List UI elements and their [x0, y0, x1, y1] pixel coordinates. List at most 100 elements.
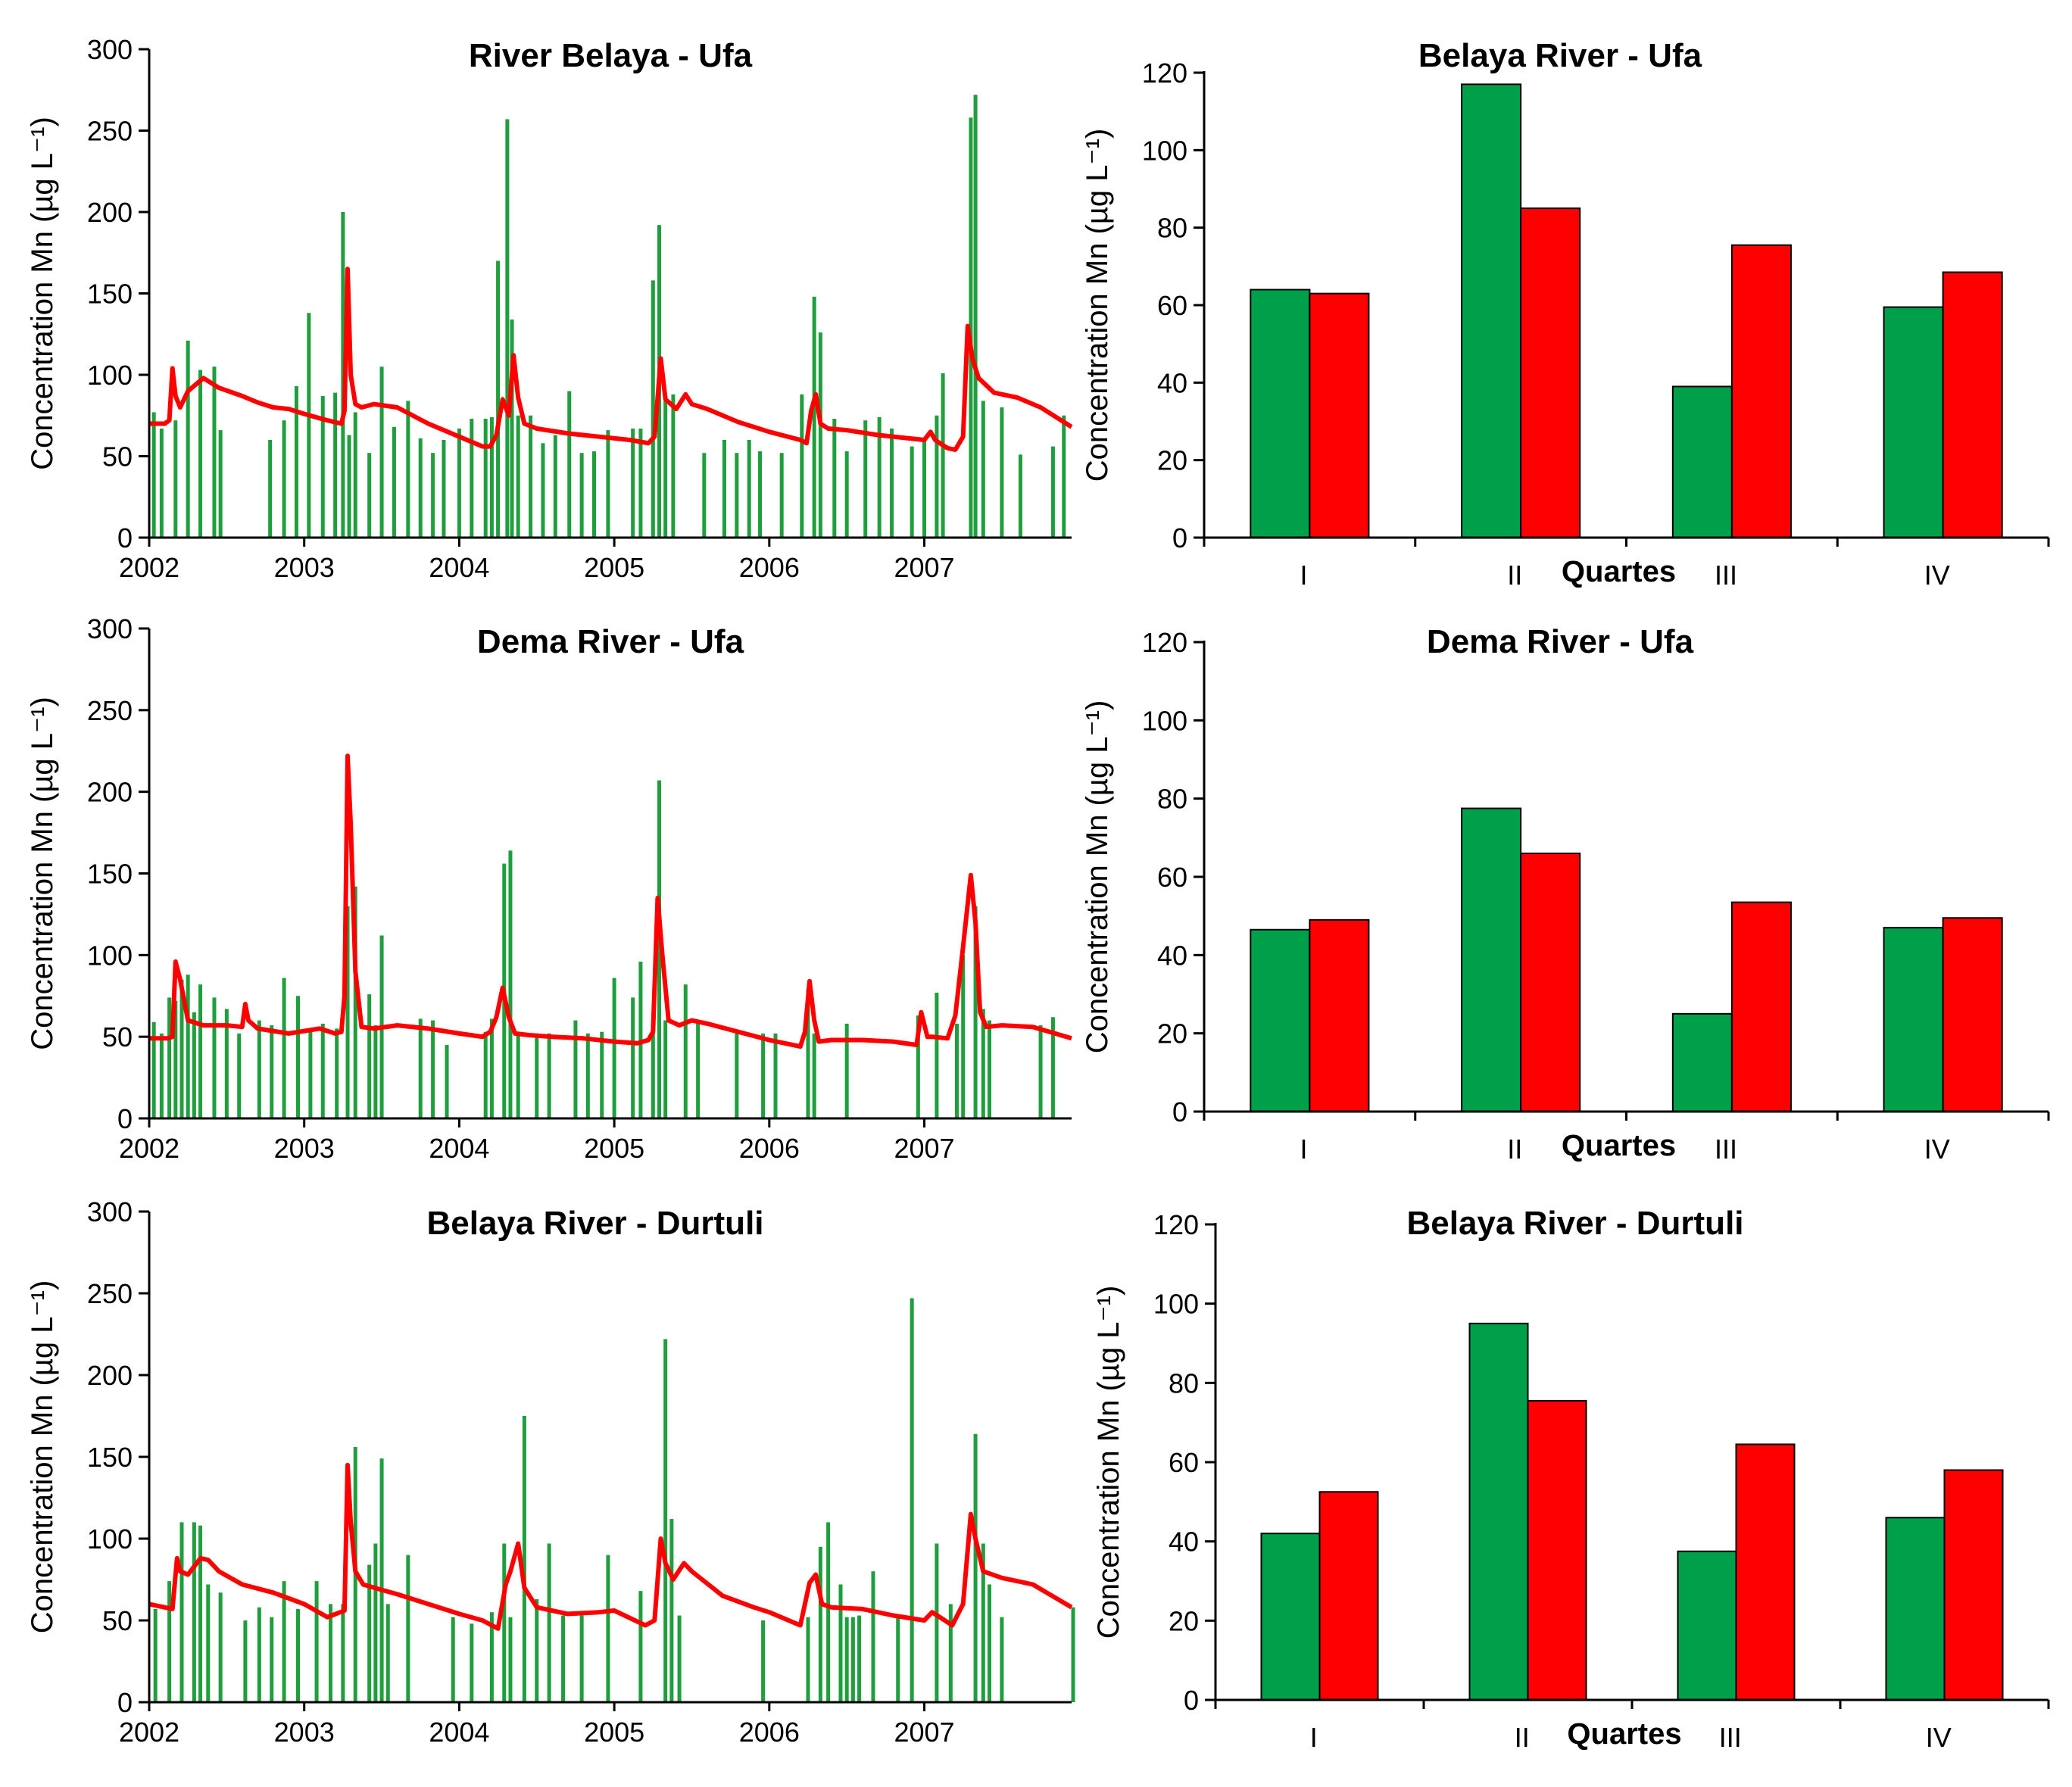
- measured-bar: [702, 453, 707, 538]
- measured-bar: [508, 1617, 513, 1702]
- measured-bar: [844, 1617, 849, 1702]
- measured-bar: [406, 401, 410, 538]
- measured-bar: [1677, 1550, 1737, 1701]
- measured-bar: [844, 451, 849, 538]
- measured-bar: [329, 1604, 333, 1702]
- chart-title: Belaya River - Ufa: [1418, 37, 1702, 74]
- chart-panel-1: River Belaya - Ufa Concentration Mn (µg L…: [26, 34, 1073, 583]
- measured-bar: [871, 1571, 875, 1702]
- measured-bar: [973, 1433, 978, 1702]
- measured-bar: [1461, 83, 1522, 539]
- measured-bar: [510, 319, 514, 538]
- y-tick-label: 100: [87, 360, 133, 391]
- model-bar: [1527, 1399, 1587, 1701]
- y-tick-label: 120: [1142, 58, 1187, 89]
- model-bar: [1520, 853, 1581, 1112]
- chart-panel-4: Dema River - Ufa Concentration Mn (µg L⁻¹…: [1081, 623, 2050, 1165]
- measured-bar: [282, 420, 286, 538]
- measured-bar: [270, 1617, 274, 1702]
- measured-bar: [683, 984, 688, 1118]
- x-tick-label: IV: [1924, 560, 1950, 591]
- measured-bar: [206, 1584, 211, 1702]
- y-tick-label: 40: [1157, 367, 1187, 398]
- measured-bar: [606, 430, 610, 538]
- measured-bar: [406, 1555, 410, 1702]
- measured-bar: [314, 1581, 319, 1702]
- measured-bar: [431, 1020, 435, 1118]
- measured-bar: [373, 1025, 378, 1118]
- measured-bar: [367, 994, 372, 1118]
- y-tick-label: 50: [102, 1605, 133, 1636]
- y-tick-label: 40: [1169, 1527, 1199, 1558]
- y-tick-label: 200: [87, 1360, 133, 1391]
- measured-bar: [877, 416, 882, 538]
- measured-bar: [541, 443, 545, 538]
- measured-bar: [333, 392, 338, 538]
- measured-bar: [431, 453, 435, 538]
- measured-bar: [735, 453, 739, 538]
- measured-bar: [631, 997, 635, 1118]
- measured-bar: [1000, 1617, 1004, 1702]
- chart-title: River Belaya - Ufa: [469, 37, 753, 74]
- measured-bar: [735, 1033, 739, 1118]
- measured-bar: [489, 1612, 494, 1702]
- x-tick-label: II: [1507, 560, 1522, 591]
- measured-bar: [663, 1339, 668, 1702]
- measured-bar: [1883, 927, 1944, 1112]
- measured-bar: [341, 1604, 345, 1702]
- measured-bar: [651, 280, 655, 538]
- measured-bar: [1250, 928, 1311, 1112]
- measured-bar: [243, 1620, 248, 1702]
- measured-bar: [981, 401, 985, 538]
- x-tick-label: I: [1300, 1134, 1308, 1165]
- measured-bar: [489, 1018, 494, 1118]
- measured-bar: [367, 1564, 372, 1702]
- measured-bar: [445, 1044, 449, 1118]
- measured-bar: [1250, 288, 1311, 538]
- y-tick-label: 20: [1157, 1018, 1187, 1049]
- x-tick-label: IV: [1926, 1722, 1952, 1753]
- y-tick-label: 80: [1157, 213, 1187, 244]
- measured-bar: [418, 438, 423, 538]
- x-tick-label: 2002: [119, 552, 179, 583]
- measured-bar: [988, 1020, 992, 1118]
- model-bar: [1309, 918, 1370, 1113]
- measured-bar: [1062, 415, 1066, 538]
- measured-bar: [969, 117, 973, 538]
- measured-bar: [779, 453, 784, 538]
- measured-bar: [1050, 1017, 1055, 1118]
- y-tick-label: 120: [1153, 1209, 1199, 1240]
- y-axis-label: Concentration Mn (µg L⁻¹): [1092, 1286, 1125, 1639]
- measured-bar: [159, 1033, 164, 1118]
- measured-bar: [948, 1604, 953, 1702]
- measured-bar: [579, 1615, 584, 1702]
- measured-bar: [663, 395, 668, 538]
- x-tick-label: 2003: [274, 552, 335, 583]
- measured-bar: [167, 997, 172, 1118]
- y-tick-label: 20: [1169, 1605, 1199, 1636]
- measured-bar: [826, 1522, 831, 1702]
- y-tick-label: 100: [1142, 135, 1187, 166]
- x-tick-label: III: [1715, 1134, 1737, 1165]
- measured-bar: [910, 446, 914, 538]
- x-tick-label: II: [1507, 1134, 1522, 1165]
- y-tick-label: 50: [102, 1021, 133, 1053]
- measured-bar: [307, 313, 311, 538]
- measured-bar: [1050, 446, 1055, 538]
- measured-bar: [935, 1543, 939, 1702]
- measured-bar: [345, 906, 350, 1118]
- measured-bar: [553, 435, 557, 538]
- measured-bar: [192, 1522, 196, 1702]
- measured-bar: [651, 1031, 655, 1118]
- measured-bar: [638, 428, 643, 538]
- measured-bar: [1038, 1025, 1043, 1118]
- measured-bar: [638, 1591, 643, 1702]
- y-tick-label: 300: [87, 613, 133, 644]
- measured-bar: [1018, 454, 1022, 538]
- y-axis-label: Concentration Mn (µg L⁻¹): [26, 697, 59, 1050]
- measured-bar: [547, 1033, 551, 1118]
- x-tick-label: 2002: [119, 1717, 179, 1748]
- measured-bar: [657, 780, 661, 1118]
- measured-bar: [218, 1592, 223, 1702]
- measured-bar: [1071, 1607, 1075, 1702]
